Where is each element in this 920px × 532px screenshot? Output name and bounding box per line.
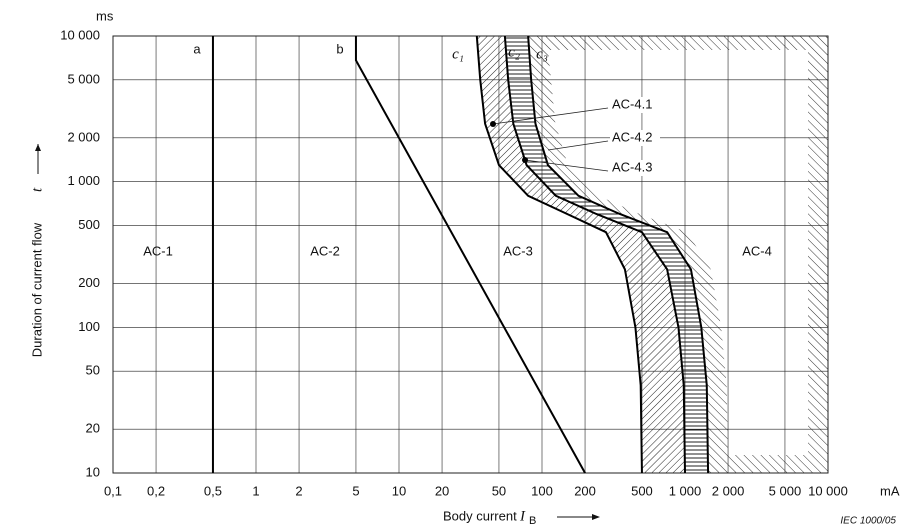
leader-line: [547, 140, 609, 151]
curve-label: c₃: [536, 46, 548, 62]
curve: [503, 35, 686, 474]
leader-dot: [490, 121, 496, 127]
zone-label: AC-3: [503, 243, 533, 258]
curve: [354, 36, 586, 474]
x-unit: mA: [880, 483, 900, 498]
y-tick-label: 50: [86, 363, 100, 378]
x-tick-label: 50: [492, 483, 506, 498]
y-tick-label: 1 000: [67, 173, 100, 188]
x-tick-label: 0,2: [147, 483, 165, 498]
x-tick-label: 2: [295, 483, 302, 498]
x-symbol: I: [519, 508, 526, 524]
x-tick-label: 0,1: [104, 483, 122, 498]
leader-line: [524, 159, 609, 172]
x-tick-label: 5: [352, 483, 359, 498]
y-tick-label: 200: [78, 275, 100, 290]
x-tick-label: 1: [252, 483, 259, 498]
leader-line: [492, 107, 609, 125]
annotation: AC-4.1: [612, 96, 652, 111]
y-symbol: t: [29, 187, 45, 192]
x-symbol-sub: B: [529, 515, 536, 527]
y-tick-label: 10: [86, 464, 100, 479]
zone-label: AC-2: [310, 243, 340, 258]
annotation-bg: [610, 130, 660, 146]
leader-dot: [522, 157, 528, 163]
ac4-interior: [548, 50, 808, 455]
x-tick-label: 500: [631, 483, 653, 498]
y-unit: ms: [96, 8, 114, 23]
x-arrow-head: [592, 514, 600, 520]
x-tick-label: 1 000: [669, 483, 702, 498]
curve-label: b: [336, 41, 343, 56]
curve-label: c₁: [452, 46, 464, 62]
curve: [475, 35, 643, 474]
y-tick-label: 2 000: [67, 129, 100, 144]
curve-label: c₂: [508, 44, 520, 60]
x-tick-label: 0,5: [204, 483, 222, 498]
y-arrow-head: [35, 144, 41, 151]
x-tick-label: 10: [392, 483, 406, 498]
annotation-bg: [610, 97, 660, 113]
y-tick-label: 500: [78, 217, 100, 232]
x-label: Body current: [443, 508, 517, 523]
y-label: Duration of current flow: [29, 222, 44, 357]
y-tick-label: 10 000: [60, 27, 100, 42]
annotation-bg: [610, 160, 660, 176]
x-tick-label: 10 000: [808, 483, 848, 498]
x-tick-label: 100: [531, 483, 553, 498]
y-tick-label: 5 000: [67, 71, 100, 86]
source: IEC 1000/05: [840, 516, 896, 527]
annotation: AC-4.2: [612, 129, 652, 144]
x-tick-label: 20: [435, 483, 449, 498]
curve: [527, 35, 710, 474]
x-tick-label: 200: [574, 483, 596, 498]
annotation: AC-4.3: [612, 159, 652, 174]
plot: 0,1 0,2 0,5 1 2 5 10 20 50 100 200 500 1 000 2 000 5 0…: [60, 27, 848, 498]
y-tick-label: 20: [86, 421, 100, 436]
y-axis-title: Duration of current flow t: [29, 144, 45, 357]
x-tick-label: 5 000: [769, 483, 802, 498]
zone-label: AC-4: [742, 243, 772, 258]
zone-label: AC-1: [143, 243, 173, 258]
plot-frame: [112, 35, 829, 474]
x-tick-label: 2 000: [712, 483, 745, 498]
curve-label: a: [193, 41, 201, 56]
y-tick-label: 100: [78, 319, 100, 334]
